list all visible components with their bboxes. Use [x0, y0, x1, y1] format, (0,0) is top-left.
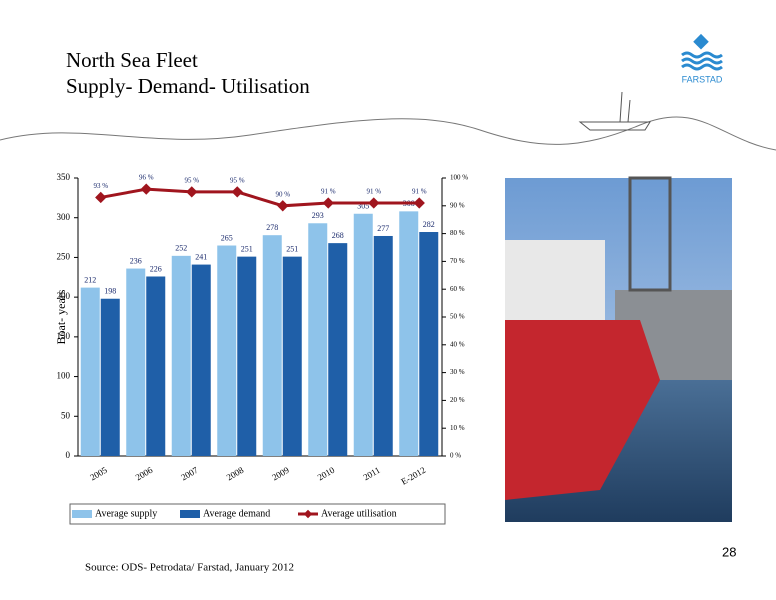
line-label: 90 %	[275, 190, 290, 198]
y2-tick-label: 40 %	[450, 340, 465, 348]
x-tick-label: 2010	[316, 465, 337, 483]
bar	[328, 243, 348, 456]
decor-line	[0, 116, 776, 151]
y2-tick-label: 70 %	[450, 257, 465, 265]
line-label: 91 %	[412, 188, 427, 196]
legend-label: Average utilisation	[321, 508, 397, 519]
line-marker	[322, 197, 334, 209]
bar	[308, 223, 328, 456]
line-marker	[368, 197, 380, 209]
bar	[399, 211, 419, 456]
source: Source: ODS- Petrodata/ Farstad, January…	[85, 562, 294, 574]
bar-label: 198	[104, 287, 116, 296]
ship-sketch	[578, 91, 651, 131]
line-marker	[277, 200, 289, 212]
bar	[282, 256, 302, 456]
y-tick-label: 0	[66, 450, 71, 460]
y-tick-label: 150	[57, 331, 71, 341]
y-tick-label: 200	[57, 291, 71, 301]
logo: FARSTAD	[681, 33, 723, 84]
y2-tick-label: 30 %	[450, 368, 465, 376]
line-label: 95 %	[184, 177, 199, 185]
line-label: 93 %	[93, 182, 108, 190]
bar-label: 268	[332, 231, 344, 240]
bar-label: 241	[195, 252, 207, 261]
line-marker	[95, 191, 107, 204]
y2-tick-label: 80 %	[450, 229, 465, 237]
bar-label: 212	[84, 275, 96, 284]
bar-label: 282	[423, 220, 435, 229]
bar	[262, 235, 282, 456]
bar-label: 278	[266, 223, 278, 232]
legend-swatch	[303, 509, 313, 519]
legend-swatch	[180, 510, 200, 518]
x-tick-label: 2011	[361, 465, 381, 482]
y-tick-label: 50	[61, 410, 71, 420]
bar	[217, 245, 237, 456]
bar	[126, 268, 146, 456]
bar-label: 277	[377, 224, 389, 233]
line-marker	[140, 183, 152, 195]
legend-label: Average demand	[203, 508, 270, 519]
legend-swatch	[72, 510, 92, 518]
line-marker	[231, 186, 243, 198]
line-label: 96 %	[139, 174, 154, 182]
legend-label: Average supply	[95, 508, 157, 519]
x-tick-label: 2007	[179, 465, 200, 483]
bar	[100, 298, 120, 456]
bar-label: 251	[241, 244, 253, 253]
x-tick-label: 2006	[134, 465, 155, 483]
bar	[146, 276, 166, 456]
y2-tick-label: 0 %	[450, 452, 461, 460]
bar	[80, 287, 100, 456]
y2-tick-label: 20 %	[450, 396, 465, 404]
bar-label: 251	[286, 244, 298, 253]
logo-text: FARSTAD	[682, 74, 723, 84]
bar-label: 226	[150, 264, 162, 273]
y2-tick-label: 60 %	[450, 285, 465, 293]
legend-box	[69, 503, 446, 525]
y2-tick-label: 50 %	[450, 313, 465, 321]
y2-tick-label: 90 %	[450, 201, 465, 209]
bar	[191, 264, 211, 456]
bar-label: 265	[221, 233, 233, 242]
x-tick-label: 2005	[88, 465, 109, 483]
y-axis-label: Boat- years	[54, 289, 68, 344]
y2-tick-label: 100 %	[450, 174, 468, 182]
slide-title: Supply- Demand- Utilisation	[66, 74, 310, 98]
line-marker	[413, 197, 425, 209]
bar-label: 293	[312, 211, 324, 220]
line	[100, 187, 420, 208]
page-number: 28	[722, 544, 736, 559]
bar-label: 252	[175, 244, 187, 253]
line-label: 95 %	[230, 177, 245, 185]
bar-label: 236	[130, 256, 142, 265]
bar	[419, 232, 439, 456]
y-tick-label: 300	[57, 212, 71, 222]
bar	[373, 235, 393, 456]
photo	[505, 176, 732, 522]
bar	[237, 256, 257, 456]
bar-label: 305	[357, 202, 369, 211]
x-tick-label: 2008	[225, 465, 246, 483]
line-label: 91 %	[321, 188, 336, 196]
y-tick-label: 350	[57, 172, 71, 182]
y-tick-label: 250	[57, 251, 71, 261]
x-tick-label: E-2012	[399, 465, 427, 487]
x-tick-label: 2009	[270, 465, 291, 483]
y-tick-label: 100	[57, 371, 71, 381]
bar	[353, 213, 373, 456]
line-marker	[186, 186, 198, 198]
y2-tick-label: 10 %	[450, 424, 465, 432]
line-label: 91 %	[366, 188, 381, 196]
bar	[171, 255, 191, 456]
slide-title: North Sea Fleet	[66, 48, 198, 72]
